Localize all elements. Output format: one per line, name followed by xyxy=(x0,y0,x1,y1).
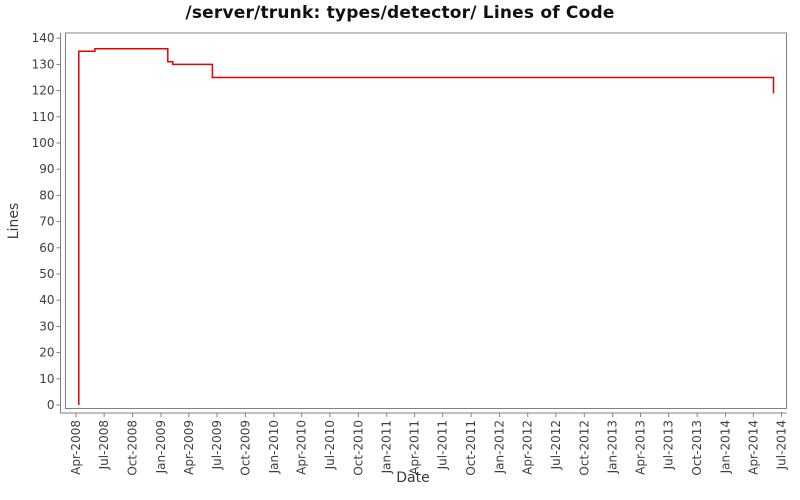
x-tick-label: Jul-2011 xyxy=(436,420,450,470)
x-tick-label: Jul-2008 xyxy=(97,420,111,470)
y-tick-label: 100 xyxy=(32,136,55,150)
x-tick-label: Oct-2012 xyxy=(577,420,591,476)
y-axis-title: Lines xyxy=(6,202,22,240)
y-tick-label: 70 xyxy=(39,215,54,229)
y-tick-label: 50 xyxy=(39,267,54,281)
x-tick-label: Apr-2011 xyxy=(408,420,422,475)
x-tick-label: Oct-2008 xyxy=(126,420,140,476)
x-tick-label: Apr-2009 xyxy=(182,420,196,475)
y-tick-label: 60 xyxy=(39,241,54,255)
x-tick-label: Jul-2012 xyxy=(549,420,563,470)
x-tick-label: Jan-2012 xyxy=(493,420,507,474)
y-tick-label: 120 xyxy=(32,84,55,98)
x-tick-label: Apr-2013 xyxy=(634,420,648,475)
y-tick-label: 80 xyxy=(39,188,54,202)
y-tick-label: 30 xyxy=(39,319,54,333)
y-tick-label: 10 xyxy=(39,372,54,386)
x-tick-label: Apr-2014 xyxy=(746,420,760,475)
y-tick-label: 140 xyxy=(32,31,55,45)
chart-title: /server/trunk: types/detector/ Lines of … xyxy=(185,3,615,23)
x-tick-label: Jan-2009 xyxy=(154,420,168,474)
x-tick-label: Oct-2009 xyxy=(238,420,252,476)
y-tick-label: 40 xyxy=(39,293,54,307)
y-tick-label: 110 xyxy=(32,110,55,124)
x-tick-label: Oct-2013 xyxy=(690,420,704,476)
plot-frame xyxy=(65,32,787,409)
x-tick-label: Jan-2014 xyxy=(719,420,733,474)
y-tick-label: 90 xyxy=(39,162,54,176)
x-tick-label: Jan-2011 xyxy=(380,420,394,474)
loc-series-line xyxy=(78,47,775,405)
x-tick-label: Jul-2014 xyxy=(775,420,789,470)
x-tick-label: Oct-2010 xyxy=(351,420,365,476)
x-tick-label: Jul-2013 xyxy=(662,420,676,470)
x-tick-label: Apr-2010 xyxy=(295,420,309,475)
x-tick-label: Jul-2010 xyxy=(323,420,337,470)
x-tick-label: Apr-2012 xyxy=(521,420,535,475)
x-tick-label: Apr-2008 xyxy=(69,420,83,475)
y-tick-label: 20 xyxy=(39,346,54,360)
x-tick-label: Jan-2010 xyxy=(267,420,281,474)
x-tick-label: Oct-2011 xyxy=(464,420,478,476)
x-axis-title: Date xyxy=(396,470,430,486)
y-tick-label: 0 xyxy=(47,398,55,412)
x-tick-label: Jul-2009 xyxy=(210,420,224,470)
y-tick-label: 130 xyxy=(32,57,55,71)
x-tick-label: Jan-2013 xyxy=(606,420,620,474)
